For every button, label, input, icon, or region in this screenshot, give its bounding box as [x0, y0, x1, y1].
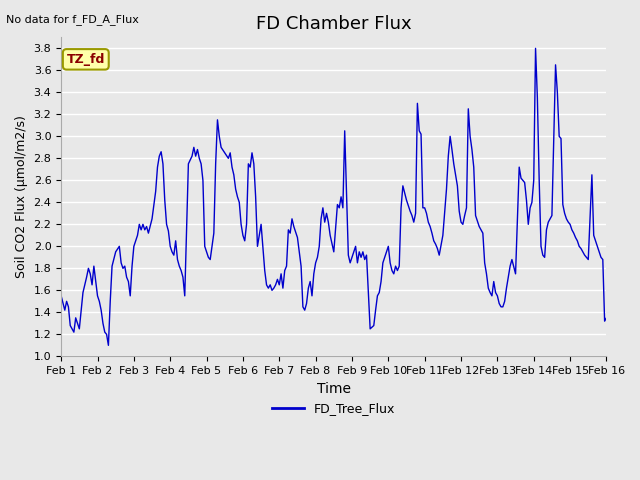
- Text: TZ_fd: TZ_fd: [67, 53, 105, 66]
- FD_Tree_Flux: [274, 276, 282, 282]
- Text: No data for f_FD_A_Flux: No data for f_FD_A_Flux: [6, 14, 140, 25]
- FD_Tree_Flux: [86, 271, 94, 276]
- FD_Tree_Flux: [173, 257, 181, 263]
- FD_Tree_Flux: [72, 315, 79, 321]
- FD_Tree_Flux: [58, 293, 65, 299]
- Legend: FD_Tree_Flux: FD_Tree_Flux: [268, 397, 400, 420]
- X-axis label: Time: Time: [317, 382, 351, 396]
- FD_Tree_Flux: [528, 200, 536, 205]
- Y-axis label: Soil CO2 Flux (μmol/m2/s): Soil CO2 Flux (μmol/m2/s): [15, 115, 28, 278]
- FD_Tree_Flux: [422, 210, 430, 216]
- FD_Tree_Flux: [104, 342, 112, 348]
- FD_Tree_Flux: [532, 46, 540, 51]
- FD_Tree_Flux: [603, 315, 611, 321]
- Line: FD_Tree_Flux: FD_Tree_Flux: [61, 48, 607, 345]
- Title: FD Chamber Flux: FD Chamber Flux: [256, 15, 412, 33]
